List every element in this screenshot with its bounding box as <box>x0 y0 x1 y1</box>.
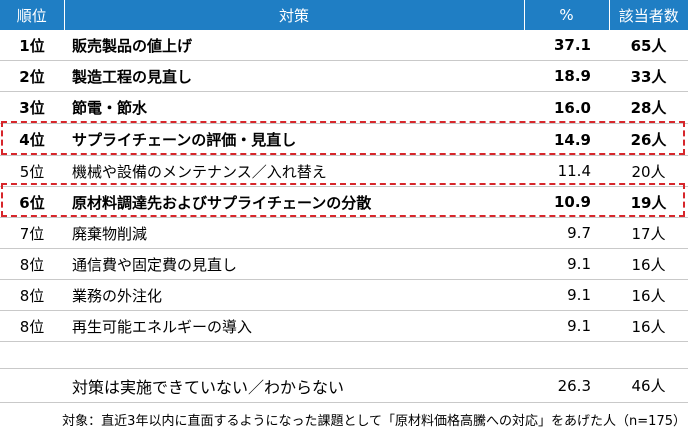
table-row: 8位 業務の外注化 9.1 16人 <box>0 279 688 311</box>
count-cell: 19人 <box>609 186 688 218</box>
measure-cell: 廃棄物削減 <box>64 217 524 249</box>
count-cell: 16人 <box>609 310 688 342</box>
table-row: 7位 廃棄物削減 9.7 17人 <box>0 217 688 249</box>
count-cell: 46人 <box>609 368 688 403</box>
percent-cell: 11.4 <box>524 155 609 187</box>
header-rank: 順位 <box>0 0 64 30</box>
spacer-cell <box>0 341 64 369</box>
rank-cell: 5位 <box>0 155 64 187</box>
measure-cell: 原材料調達先およびサプライチェーンの分散 <box>64 186 524 218</box>
header-measure: 対策 <box>63 0 524 30</box>
count-cell: 33人 <box>609 60 688 92</box>
table-row: 2位 製造工程の見直し 18.9 33人 <box>0 60 688 92</box>
rank-cell: 3位 <box>0 91 64 124</box>
table-row-highlighted: 6位 原材料調達先およびサプライチェーンの分散 10.9 19人 <box>0 186 688 218</box>
measure-cell: 業務の外注化 <box>64 279 524 311</box>
measure-cell: サプライチェーンの評価・見直し <box>64 123 524 156</box>
rank-cell: 8位 <box>0 248 64 280</box>
measure-cell: 対策は実施できていない／わからない <box>64 368 524 403</box>
measure-cell: 販売製品の値上げ <box>64 30 524 61</box>
spacer-row <box>0 341 688 369</box>
measure-cell: 製造工程の見直し <box>64 60 524 92</box>
measure-cell: 通信費や固定費の見直し <box>64 248 524 280</box>
spacer-cell <box>64 341 524 369</box>
table-row: 8位 再生可能エネルギーの導入 9.1 16人 <box>0 310 688 342</box>
spacer-cell <box>609 341 688 369</box>
percent-cell: 9.1 <box>524 310 609 342</box>
header-row: 順位 対策 % 該当者数 <box>0 0 688 30</box>
percent-cell: 26.3 <box>524 368 609 403</box>
percent-cell: 9.1 <box>524 279 609 311</box>
percent-cell: 10.9 <box>524 186 609 218</box>
rank-cell: 7位 <box>0 217 64 249</box>
percent-cell: 18.9 <box>524 60 609 92</box>
rank-cell: 4位 <box>0 123 64 156</box>
percent-cell: 37.1 <box>524 30 609 61</box>
count-cell: 16人 <box>609 279 688 311</box>
measure-cell: 機械や設備のメンテナンス／入れ替え <box>64 155 524 187</box>
rank-cell-empty <box>0 368 64 403</box>
count-cell: 16人 <box>609 248 688 280</box>
footnote: 対象：直近3年以内に直面するようになった課題として「原材料価格高騰への対応」をあ… <box>62 414 686 429</box>
count-cell: 20人 <box>609 155 688 187</box>
spacer-cell <box>524 341 609 369</box>
percent-cell: 16.0 <box>524 91 609 124</box>
table-row-highlighted: 4位 サプライチェーンの評価・見直し 14.9 26人 <box>0 123 688 156</box>
header-count: 該当者数 <box>608 0 688 30</box>
table-row: 8位 通信費や固定費の見直し 9.1 16人 <box>0 248 688 280</box>
count-cell: 26人 <box>609 123 688 156</box>
count-cell: 65人 <box>609 30 688 61</box>
measure-cell: 再生可能エネルギーの導入 <box>64 310 524 342</box>
rank-cell: 6位 <box>0 186 64 218</box>
rank-cell: 2位 <box>0 60 64 92</box>
count-cell: 28人 <box>609 91 688 124</box>
percent-cell: 14.9 <box>524 123 609 156</box>
rank-cell: 8位 <box>0 279 64 311</box>
rank-cell: 1位 <box>0 30 64 61</box>
count-cell: 17人 <box>609 217 688 249</box>
percent-cell: 9.1 <box>524 248 609 280</box>
ranking-table: 順位 対策 % 該当者数 1位 販売製品の値上げ 37.1 65人 2位 製造工… <box>0 0 688 403</box>
table-row: 5位 機械や設備のメンテナンス／入れ替え 11.4 20人 <box>0 155 688 187</box>
table-row: 1位 販売製品の値上げ 37.1 65人 <box>0 30 688 61</box>
no-measure-row: 対策は実施できていない／わからない 26.3 46人 <box>0 368 688 403</box>
percent-cell: 9.7 <box>524 217 609 249</box>
header-percent: % <box>523 0 609 30</box>
rank-cell: 8位 <box>0 310 64 342</box>
table-row: 3位 節電・節水 16.0 28人 <box>0 91 688 124</box>
measure-cell: 節電・節水 <box>64 91 524 124</box>
